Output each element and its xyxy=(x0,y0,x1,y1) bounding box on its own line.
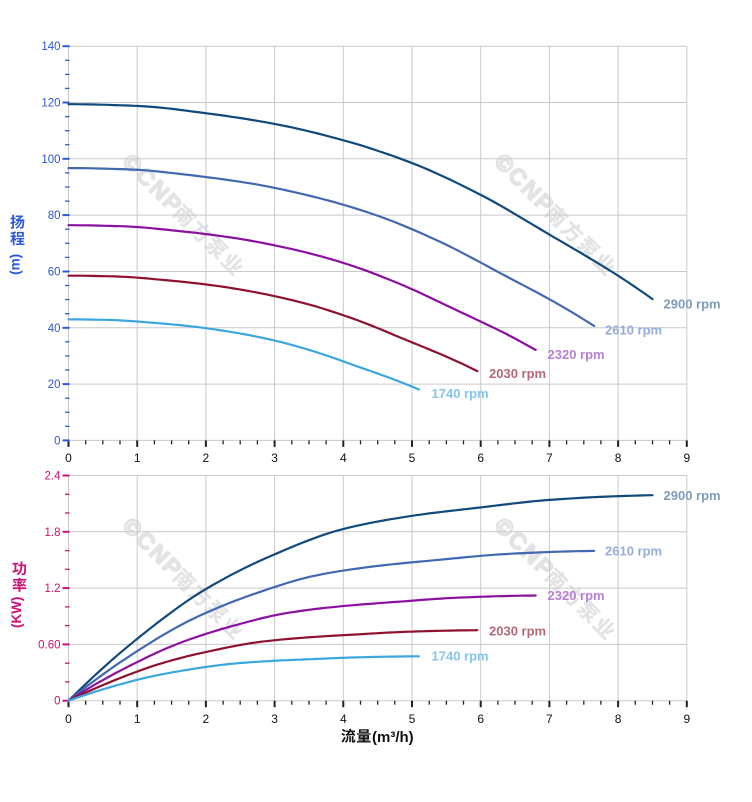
svg-text:0: 0 xyxy=(54,696,60,708)
svg-text:2610 rpm: 2610 rpm xyxy=(605,323,662,338)
svg-text:2: 2 xyxy=(203,712,210,726)
svg-text:8: 8 xyxy=(615,712,622,726)
svg-text:2030 rpm: 2030 rpm xyxy=(489,366,546,381)
svg-text:1: 1 xyxy=(134,712,141,726)
svg-text:2030 rpm: 2030 rpm xyxy=(489,624,546,639)
svg-text:3: 3 xyxy=(271,451,278,465)
svg-text:9: 9 xyxy=(683,712,690,726)
svg-text:5: 5 xyxy=(409,712,416,726)
svg-text:2900 rpm: 2900 rpm xyxy=(664,488,721,503)
svg-text:2320 rpm: 2320 rpm xyxy=(548,347,605,362)
svg-text:1.8: 1.8 xyxy=(45,527,61,539)
svg-text:1740 rpm: 1740 rpm xyxy=(432,649,489,664)
svg-text:140: 140 xyxy=(41,41,60,53)
svg-text:60: 60 xyxy=(48,267,61,279)
svg-text:(KW): (KW) xyxy=(9,597,24,628)
svg-text:8: 8 xyxy=(615,451,622,465)
svg-text:(m³/h): (m³/h) xyxy=(372,729,414,746)
svg-text:1: 1 xyxy=(134,451,141,465)
svg-text:20: 20 xyxy=(48,379,61,391)
svg-text:4: 4 xyxy=(340,712,347,726)
svg-text:2610 rpm: 2610 rpm xyxy=(605,544,662,559)
svg-text:0.60: 0.60 xyxy=(38,639,60,651)
svg-text:1740 rpm: 1740 rpm xyxy=(432,386,489,401)
svg-text:100: 100 xyxy=(41,154,60,166)
svg-text:0: 0 xyxy=(65,451,72,465)
svg-text:120: 120 xyxy=(41,98,60,110)
svg-text:40: 40 xyxy=(48,323,61,335)
svg-text:2320 rpm: 2320 rpm xyxy=(548,588,605,603)
svg-text:2900 rpm: 2900 rpm xyxy=(664,296,721,311)
svg-text:9: 9 xyxy=(683,451,690,465)
svg-text:6: 6 xyxy=(477,451,484,465)
svg-text:2.4: 2.4 xyxy=(45,471,62,483)
svg-text:7: 7 xyxy=(546,451,553,465)
svg-text:0: 0 xyxy=(65,712,72,726)
svg-text:(m): (m) xyxy=(8,254,23,275)
svg-text:5: 5 xyxy=(409,451,416,465)
svg-text:4: 4 xyxy=(340,451,347,465)
svg-text:2: 2 xyxy=(203,451,210,465)
svg-text:80: 80 xyxy=(48,210,61,222)
svg-text:7: 7 xyxy=(546,712,553,726)
svg-text:3: 3 xyxy=(271,712,278,726)
svg-text:0: 0 xyxy=(54,435,60,447)
svg-text:6: 6 xyxy=(477,712,484,726)
svg-text:1.2: 1.2 xyxy=(45,583,61,595)
